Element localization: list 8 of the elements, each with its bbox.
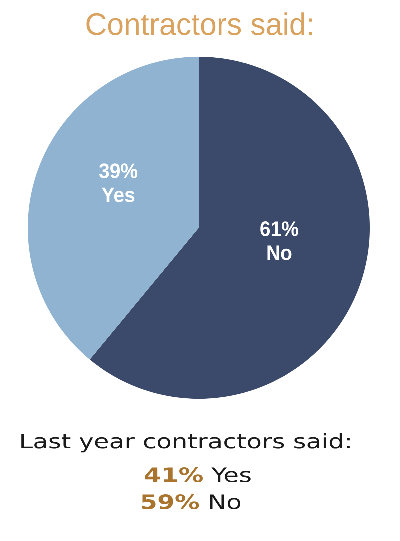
text: 41% Yes [145, 467, 251, 483]
slice-label: Yes [102, 188, 135, 202]
data-label: 61% [260, 222, 298, 236]
text: Last year contractors said: [22, 433, 350, 453]
data-label: 39% [99, 164, 138, 178]
text: 59% No [142, 494, 241, 510]
slice-label: No [268, 246, 292, 260]
chart-title: Contractors said: [86, 12, 312, 36]
